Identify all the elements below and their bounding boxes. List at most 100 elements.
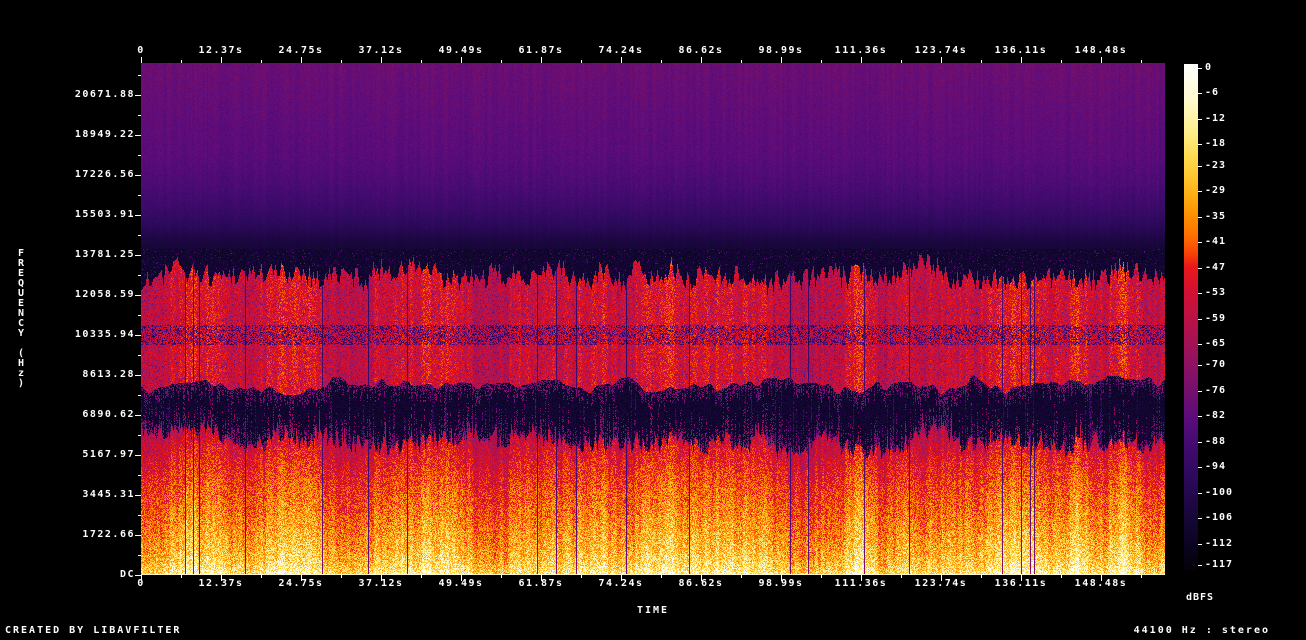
freq-tick-label: 15503.91 xyxy=(74,209,135,220)
tick-mark xyxy=(1198,493,1202,494)
db-tick-label: -100 xyxy=(1205,487,1234,498)
time-tick-label: 74.24s xyxy=(598,578,644,589)
tick-mark xyxy=(1198,565,1202,566)
tick-mark xyxy=(135,135,141,136)
tick-mark xyxy=(135,175,141,176)
tick-mark xyxy=(138,275,141,276)
time-tick-label: 24.75s xyxy=(278,578,324,589)
tick-mark xyxy=(621,575,622,581)
time-tick-label: 49.49s xyxy=(438,45,484,56)
db-tick-label: -117 xyxy=(1205,559,1234,570)
tick-mark xyxy=(138,435,141,436)
freq-tick-label: 12058.59 xyxy=(74,289,135,300)
time-tick-label: 86.62s xyxy=(678,578,724,589)
tick-mark xyxy=(135,215,141,216)
tick-mark xyxy=(341,60,342,63)
db-tick-label: -29 xyxy=(1205,185,1227,196)
freq-tick-label: 20671.88 xyxy=(74,89,135,100)
tick-mark xyxy=(781,57,782,63)
freq-tick-label: 8613.28 xyxy=(82,369,135,380)
time-tick-label: 12.37s xyxy=(198,578,244,589)
tick-mark xyxy=(1198,293,1202,294)
tick-mark xyxy=(821,575,822,578)
tick-mark xyxy=(541,57,542,63)
tick-mark xyxy=(1021,57,1022,63)
tick-mark xyxy=(541,575,542,581)
footer-format: 44100 Hz : stereo xyxy=(1133,625,1270,636)
tick-mark xyxy=(1198,242,1202,243)
tick-mark xyxy=(941,57,942,63)
tick-mark xyxy=(261,575,262,578)
freq-tick-label: 13781.25 xyxy=(74,249,135,260)
legend-title: dBFS xyxy=(1186,592,1215,603)
tick-mark xyxy=(1198,344,1202,345)
time-tick-label: 61.87s xyxy=(518,45,564,56)
tick-mark xyxy=(741,575,742,578)
time-tick-label: 136.11s xyxy=(994,578,1048,589)
tick-mark xyxy=(1198,544,1202,545)
time-tick-label: 136.11s xyxy=(994,45,1048,56)
db-tick-label: -76 xyxy=(1205,385,1227,396)
time-tick-label: 0 xyxy=(137,578,145,589)
db-tick-label: 0 xyxy=(1205,62,1213,73)
tick-mark xyxy=(141,57,142,63)
tick-mark xyxy=(1198,119,1202,120)
tick-mark xyxy=(138,195,141,196)
tick-mark xyxy=(861,575,862,581)
freq-tick-label: 1722.66 xyxy=(82,529,135,540)
time-tick-label: 111.36s xyxy=(834,45,888,56)
db-tick-label: -35 xyxy=(1205,211,1227,222)
tick-mark xyxy=(1198,467,1202,468)
tick-mark xyxy=(781,575,782,581)
tick-mark xyxy=(1198,319,1202,320)
time-tick-label: 148.48s xyxy=(1074,45,1128,56)
time-tick-label: 61.87s xyxy=(518,578,564,589)
time-tick-label: 74.24s xyxy=(598,45,644,56)
tick-mark xyxy=(341,575,342,578)
tick-mark xyxy=(1198,268,1202,269)
time-tick-label: 111.36s xyxy=(834,578,888,589)
tick-mark xyxy=(701,575,702,581)
freq-tick-label: 5167.97 xyxy=(82,449,135,460)
tick-mark xyxy=(261,60,262,63)
freq-tick-label: 10335.94 xyxy=(74,329,135,340)
time-tick-label: 12.37s xyxy=(198,45,244,56)
tick-mark xyxy=(1101,575,1102,581)
tick-mark xyxy=(138,155,141,156)
tick-mark xyxy=(301,575,302,581)
tick-mark xyxy=(421,60,422,63)
time-tick-label: 49.49s xyxy=(438,578,484,589)
tick-mark xyxy=(1198,166,1202,167)
time-tick-label: 37.12s xyxy=(358,45,404,56)
time-tick-label: 37.12s xyxy=(358,578,404,589)
db-tick-label: -106 xyxy=(1205,512,1234,523)
tick-mark xyxy=(981,60,982,63)
tick-mark xyxy=(421,575,422,578)
db-tick-label: -112 xyxy=(1205,538,1234,549)
tick-mark xyxy=(138,355,141,356)
tick-mark xyxy=(1061,575,1062,578)
tick-mark xyxy=(901,575,902,578)
time-tick-label: 148.48s xyxy=(1074,578,1128,589)
tick-mark xyxy=(1198,144,1202,145)
tick-mark xyxy=(135,575,141,576)
tick-mark xyxy=(135,95,141,96)
tick-mark xyxy=(1198,416,1202,417)
tick-mark xyxy=(381,57,382,63)
tick-mark xyxy=(701,57,702,63)
tick-mark xyxy=(1101,57,1102,63)
x-axis-title: TIME xyxy=(636,605,670,616)
tick-mark xyxy=(301,57,302,63)
tick-mark xyxy=(1061,60,1062,63)
tick-mark xyxy=(661,575,662,578)
tick-mark xyxy=(135,375,141,376)
db-tick-label: -12 xyxy=(1205,113,1227,124)
tick-mark xyxy=(661,60,662,63)
db-tick-label: -94 xyxy=(1205,461,1227,472)
db-tick-label: -6 xyxy=(1205,87,1220,98)
tick-mark xyxy=(138,475,141,476)
tick-mark xyxy=(1198,217,1202,218)
tick-mark xyxy=(1021,575,1022,581)
db-tick-label: -70 xyxy=(1205,359,1227,370)
tick-mark xyxy=(135,455,141,456)
